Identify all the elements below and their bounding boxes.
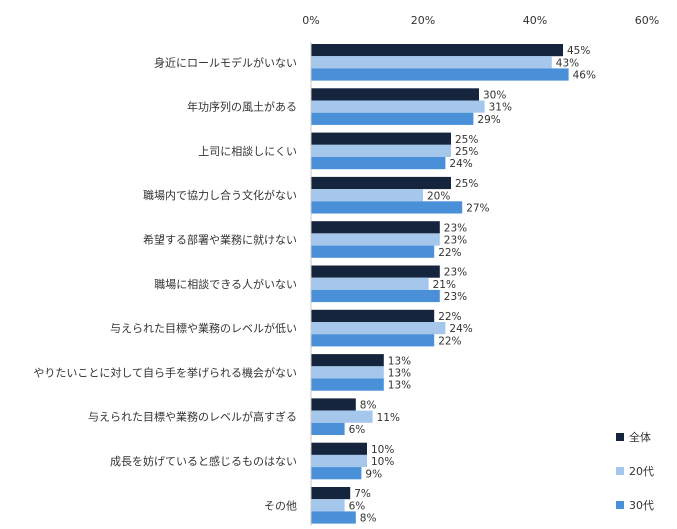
bar <box>311 157 446 170</box>
bar <box>311 88 479 101</box>
bar <box>311 366 384 379</box>
data-label: 25% <box>455 146 478 158</box>
data-label: 25% <box>455 178 478 190</box>
bar <box>311 100 485 113</box>
bar <box>311 68 569 81</box>
bar <box>311 487 351 500</box>
bar <box>311 454 367 468</box>
bar <box>311 56 552 69</box>
legend-label: 20代 <box>629 465 654 478</box>
bar <box>311 44 563 57</box>
legend-label: 30代 <box>629 499 654 512</box>
data-label: 23% <box>444 267 467 279</box>
data-label: 21% <box>433 279 456 291</box>
bar <box>311 410 373 423</box>
data-label: 22% <box>438 311 461 323</box>
data-label: 10% <box>371 456 394 468</box>
category-label: 与えられた目標や業務のレベルが低い <box>110 321 297 335</box>
data-label: 22% <box>438 335 461 347</box>
x-tick-label: 0% <box>302 14 319 27</box>
legend-swatch <box>616 501 624 509</box>
data-label: 23% <box>444 222 467 234</box>
bar <box>311 112 474 125</box>
bar <box>311 309 435 322</box>
bar <box>311 499 345 512</box>
bar <box>311 422 345 435</box>
bar <box>311 398 356 411</box>
data-label: 45% <box>567 45 590 57</box>
data-label: 23% <box>444 235 467 247</box>
data-label: 8% <box>360 513 377 525</box>
bar <box>311 201 463 214</box>
bar <box>311 442 367 455</box>
category-label: 希望する部署や業務に就けない <box>143 233 297 247</box>
bar <box>311 467 362 480</box>
legend-swatch <box>616 467 624 475</box>
data-label: 7% <box>354 488 371 500</box>
category-label: 年功序列の風土がある <box>187 100 297 114</box>
x-tick-label: 40% <box>523 14 547 27</box>
data-label: 46% <box>573 70 596 82</box>
bar <box>311 354 384 367</box>
data-label: 10% <box>371 444 394 456</box>
data-label: 29% <box>477 114 500 126</box>
data-label: 27% <box>466 203 489 215</box>
data-label: 11% <box>377 412 400 424</box>
data-label: 22% <box>438 247 461 259</box>
bar <box>311 378 384 391</box>
bar <box>311 221 440 234</box>
x-tick-label: 20% <box>411 14 435 27</box>
data-label: 30% <box>483 90 506 102</box>
category-label: 成長を妨げていると感じるものはない <box>110 454 297 468</box>
data-label: 13% <box>388 355 411 367</box>
data-label: 24% <box>449 158 472 170</box>
bar <box>311 511 356 524</box>
bar <box>311 245 435 258</box>
data-label: 24% <box>449 323 472 335</box>
bar <box>311 189 423 202</box>
data-label: 25% <box>455 134 478 146</box>
data-label: 23% <box>444 291 467 303</box>
data-label: 43% <box>556 57 579 69</box>
bar <box>311 322 446 335</box>
data-label: 13% <box>388 380 411 392</box>
category-label: やりたいことに対して自ら手を挙げられる機会がない <box>33 365 297 379</box>
data-label: 8% <box>360 400 377 412</box>
legend-swatch <box>616 433 624 441</box>
data-label: 9% <box>365 468 382 480</box>
category-label: 上司に相談しにくい <box>198 144 297 158</box>
bar <box>311 289 440 303</box>
legend-label: 全体 <box>629 430 651 444</box>
data-label: 20% <box>427 190 450 202</box>
bar <box>311 233 440 246</box>
category-label: 与えられた目標や業務のレベルが高すぎる <box>88 410 297 424</box>
bar <box>311 265 440 278</box>
bar <box>311 277 429 290</box>
bar <box>311 132 451 145</box>
data-label: 6% <box>349 424 366 436</box>
x-tick-label: 60% <box>635 14 659 27</box>
category-label: 職場に相談できる人がいない <box>154 277 297 291</box>
category-label: 身近にロールモデルがいない <box>154 55 297 69</box>
bar <box>311 176 451 190</box>
category-label: 職場内で協力し合う文化がない <box>143 188 297 202</box>
bar <box>311 334 435 347</box>
data-label: 31% <box>489 102 512 114</box>
data-label: 6% <box>349 500 366 512</box>
bar <box>311 144 451 157</box>
category-label: その他 <box>264 499 297 512</box>
data-label: 13% <box>388 368 411 380</box>
